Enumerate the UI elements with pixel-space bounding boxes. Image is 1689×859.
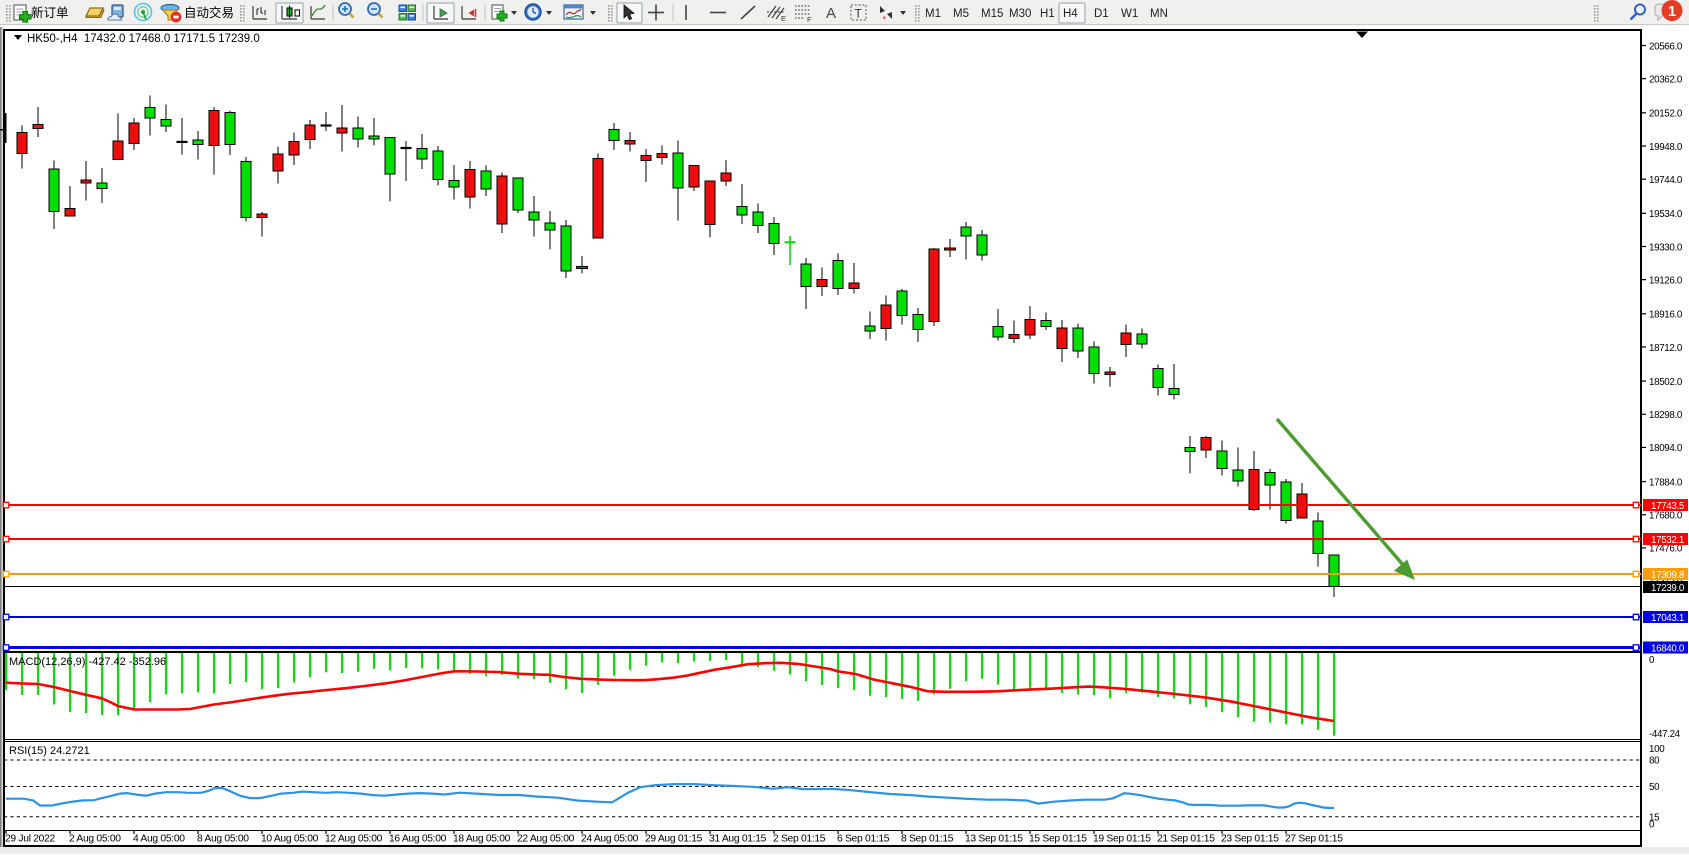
svg-text:17043.1: 17043.1 xyxy=(1651,613,1684,624)
svg-text:MACD(12,26,9) -427.42 -352.96: MACD(12,26,9) -427.42 -352.96 xyxy=(9,656,166,668)
svg-text:10 Aug 05:00: 10 Aug 05:00 xyxy=(261,834,319,845)
svg-text:H1: H1 xyxy=(1040,8,1055,20)
svg-text:18502.0: 18502.0 xyxy=(1649,377,1683,388)
svg-text:M1: M1 xyxy=(925,8,941,20)
svg-text:17309.8: 17309.8 xyxy=(1651,570,1685,581)
svg-text:16 Aug 05:00: 16 Aug 05:00 xyxy=(389,834,447,845)
svg-text:W1: W1 xyxy=(1121,8,1138,20)
svg-text:17476.0: 17476.0 xyxy=(1649,544,1683,555)
svg-text:自动交易: 自动交易 xyxy=(184,5,234,20)
svg-text:31 Aug 01:15: 31 Aug 01:15 xyxy=(709,834,767,845)
svg-text:18094.0: 18094.0 xyxy=(1649,443,1683,454)
svg-text:17680.0: 17680.0 xyxy=(1649,511,1683,522)
svg-text:12 Aug 05:00: 12 Aug 05:00 xyxy=(325,834,383,845)
svg-text:20566.0: 20566.0 xyxy=(1649,41,1683,52)
svg-text:29 Jul 2022: 29 Jul 2022 xyxy=(5,834,56,845)
svg-text:15 Sep 01:15: 15 Sep 01:15 xyxy=(1029,834,1087,845)
svg-text:19 Sep 01:15: 19 Sep 01:15 xyxy=(1093,834,1151,845)
svg-text:8 Aug 05:00: 8 Aug 05:00 xyxy=(197,834,249,845)
svg-text:18 Aug 05:00: 18 Aug 05:00 xyxy=(453,834,511,845)
svg-text:18916.0: 18916.0 xyxy=(1649,310,1683,321)
svg-text:H4: H4 xyxy=(1063,8,1078,20)
svg-text:A: A xyxy=(826,5,836,22)
svg-text:20362.0: 20362.0 xyxy=(1649,74,1683,85)
svg-text:MN: MN xyxy=(1150,8,1168,20)
svg-text:19744.0: 19744.0 xyxy=(1649,175,1683,186)
svg-text:M5: M5 xyxy=(953,8,969,20)
svg-text:19534.0: 19534.0 xyxy=(1649,209,1683,220)
svg-text:-447.24: -447.24 xyxy=(1649,729,1681,740)
svg-text:新订单: 新订单 xyxy=(31,5,69,20)
svg-text:16840.0: 16840.0 xyxy=(1651,643,1685,654)
svg-text:15: 15 xyxy=(1649,813,1660,824)
svg-text:20152.0: 20152.0 xyxy=(1649,109,1683,120)
svg-text:1: 1 xyxy=(1668,3,1676,20)
svg-text:17239.0: 17239.0 xyxy=(1651,583,1685,594)
svg-text:6 Sep 01:15: 6 Sep 01:15 xyxy=(837,834,890,845)
svg-text:18712.0: 18712.0 xyxy=(1649,343,1683,354)
svg-text:2 Sep 01:15: 2 Sep 01:15 xyxy=(773,834,826,845)
svg-text:17743.5: 17743.5 xyxy=(1651,501,1685,512)
svg-text:0: 0 xyxy=(1649,820,1655,831)
svg-text:HK50-,H4 17432.0 17468.0 1717: HK50-,H4 17432.0 17468.0 17171.5 17239.0 xyxy=(27,33,260,45)
svg-text:8 Sep 01:15: 8 Sep 01:15 xyxy=(901,834,954,845)
svg-text:50: 50 xyxy=(1649,782,1660,793)
svg-text:4 Aug 05:00: 4 Aug 05:00 xyxy=(133,834,185,845)
svg-text:RSI(15) 24.2721: RSI(15) 24.2721 xyxy=(9,745,90,757)
svg-text:27 Sep 01:15: 27 Sep 01:15 xyxy=(1285,834,1343,845)
svg-text:D1: D1 xyxy=(1094,8,1109,20)
svg-text:17884.0: 17884.0 xyxy=(1649,477,1683,488)
svg-text:21 Sep 01:15: 21 Sep 01:15 xyxy=(1157,834,1215,845)
svg-text:13 Sep 01:15: 13 Sep 01:15 xyxy=(965,834,1023,845)
svg-text:19126.0: 19126.0 xyxy=(1649,275,1683,286)
svg-text:24 Aug 05:00: 24 Aug 05:00 xyxy=(581,834,639,845)
svg-text:17532.1: 17532.1 xyxy=(1651,535,1684,546)
svg-text:19948.0: 19948.0 xyxy=(1649,142,1683,153)
svg-text:23 Sep 01:15: 23 Sep 01:15 xyxy=(1221,834,1279,845)
svg-text:0: 0 xyxy=(1649,655,1655,666)
svg-text:F: F xyxy=(807,15,812,24)
svg-text:80: 80 xyxy=(1649,756,1660,767)
svg-text:100: 100 xyxy=(1649,744,1665,755)
svg-text:2 Aug 05:00: 2 Aug 05:00 xyxy=(69,834,121,845)
svg-text:19330.0: 19330.0 xyxy=(1649,242,1683,253)
svg-text:T: T xyxy=(855,7,863,21)
svg-text:29 Aug 01:15: 29 Aug 01:15 xyxy=(645,834,703,845)
svg-text:E: E xyxy=(781,14,786,23)
svg-text:M30: M30 xyxy=(1009,8,1031,20)
svg-text:18298.0: 18298.0 xyxy=(1649,410,1683,421)
svg-text:M15: M15 xyxy=(981,8,1003,20)
svg-text:22 Aug 05:00: 22 Aug 05:00 xyxy=(517,834,575,845)
